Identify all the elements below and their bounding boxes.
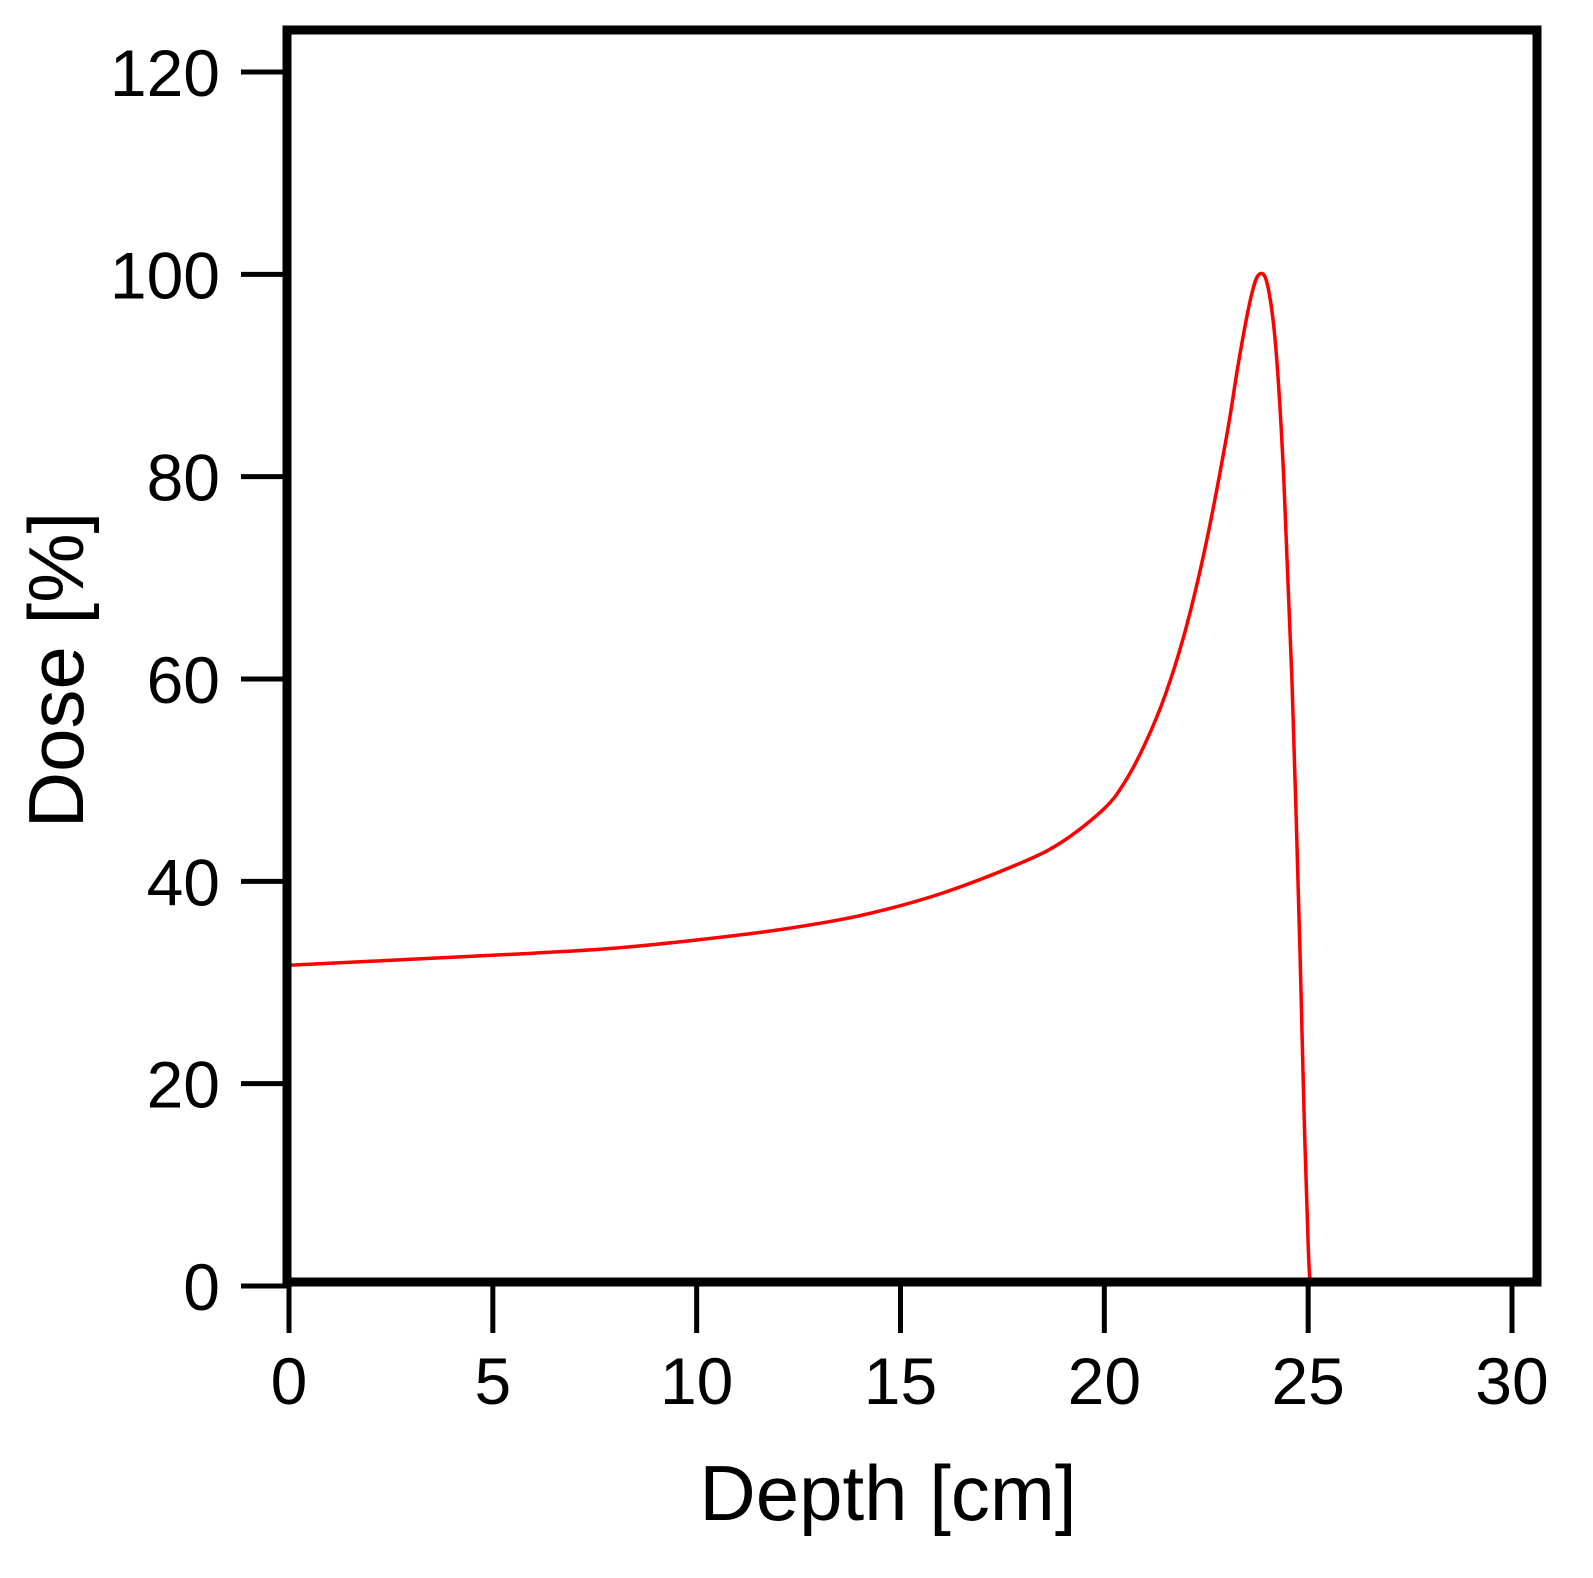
y-tick-label: 120 (110, 36, 220, 110)
y-axis-ticks: 0 20 40 60 80 100 120 (110, 36, 287, 1324)
x-tick-label: 30 (1475, 1344, 1548, 1418)
y-tick-label: 20 (147, 1048, 220, 1122)
x-axis-title: Depth [cm] (699, 1449, 1076, 1537)
x-tick-label: 20 (1068, 1344, 1141, 1418)
x-tick-label: 10 (660, 1344, 733, 1418)
x-axis-ticks: 0 5 10 15 20 25 30 (271, 1282, 1549, 1418)
x-tick-label: 0 (271, 1344, 308, 1418)
y-axis-title: Dose [%] (12, 512, 100, 828)
y-tick-label: 100 (110, 238, 220, 312)
y-tick-label: 80 (147, 441, 220, 515)
plot-frame (282, 25, 1542, 1287)
y-tick-label: 0 (183, 1250, 220, 1324)
y-tick-label: 60 (147, 643, 220, 717)
x-tick-label: 15 (864, 1344, 937, 1418)
series-layer (288, 271, 1312, 1287)
dose-curve-line (288, 271, 1312, 1287)
x-tick-label: 25 (1271, 1344, 1344, 1418)
y-tick-label: 40 (147, 845, 220, 919)
x-tick-label: 5 (474, 1344, 511, 1418)
